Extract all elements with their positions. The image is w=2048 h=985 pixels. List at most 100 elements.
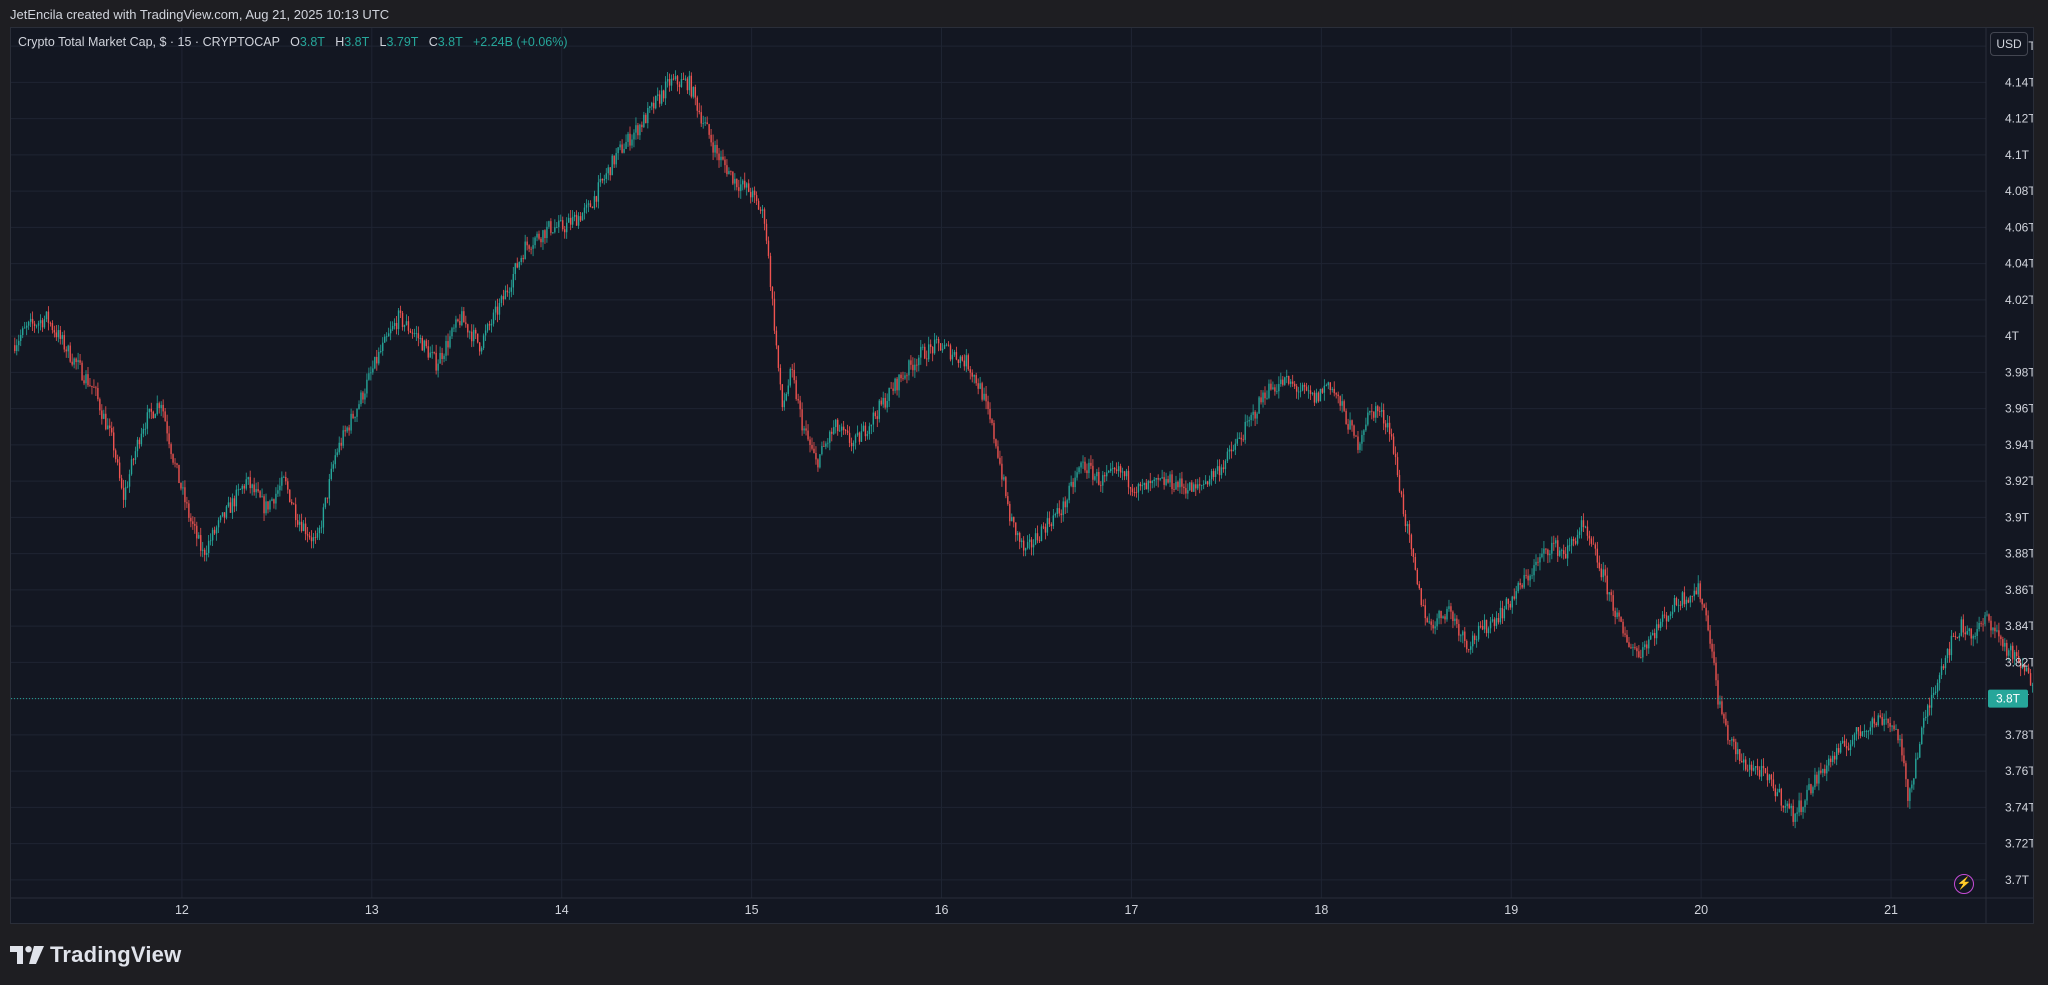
candle-body [1278,383,1280,392]
candle-body [1145,482,1148,490]
candle-body [154,414,156,419]
candle-body [856,432,859,436]
candle-body [1909,788,1911,801]
candle-body [457,319,459,322]
candle-body [255,489,257,493]
candle-body [1315,392,1318,403]
candle-body [755,195,758,201]
candle-body [1038,540,1041,542]
candle-body [1096,471,1098,477]
candle-body [548,221,550,227]
candle-body [1414,556,1417,570]
time-axis[interactable]: 12 13 14 15 16 17 18 19 20 21 [11,897,2033,917]
candle-body [688,75,691,91]
candle-body [1946,648,1949,658]
candle-body [637,125,639,136]
candle-body [1489,621,1492,629]
candle-body [449,336,451,348]
candle-body [322,507,325,528]
candle-body [1199,484,1201,486]
candle-body [1286,376,1288,378]
candle-body [918,357,920,366]
candle-body [370,372,372,374]
candle-body [160,404,162,409]
y-tick-label: 3.74T [2005,800,2033,814]
candle-body [840,426,843,431]
candle-body [1741,760,1743,763]
candle-body [906,375,908,377]
candle-body [57,330,60,338]
candle-body [1553,542,1555,544]
chart-canvas[interactable]: 3.7T 3.72T 3.74T 3.76T 3.78T 3.8T 3.82T 3.84T 3.… [11,28,2033,923]
candle-body [666,79,669,82]
candle-body [1222,467,1225,470]
candle-body [751,190,754,198]
candle-body [1434,626,1436,629]
y-tick-label: 3.7T [2005,873,2030,887]
candle-body [1133,492,1136,493]
candle-body [791,369,793,370]
candle-body [1794,813,1796,822]
candle-body [920,346,922,358]
candle-body [916,364,918,366]
candle-body [714,144,716,153]
currency-button[interactable]: USD [1990,32,2028,56]
candle-body [1382,409,1385,424]
candle-body [184,487,186,503]
candle-body [1026,542,1029,549]
candle-body [1956,636,1959,638]
price-axis[interactable]: 3.7T 3.72T 3.74T 3.76T 3.78T 3.8T 3.82T 3.84T 3.… [1985,28,2033,923]
candle-body [1913,778,1915,785]
candle-body [1024,548,1027,551]
candle-body [409,330,412,333]
candle-body [1068,485,1070,501]
candle-body [1543,548,1545,554]
candle-body [573,214,576,217]
candle-body [1944,657,1947,669]
candle-body [621,144,623,153]
candle-body [1009,504,1011,522]
candle-body [544,230,546,239]
candle-body [1149,480,1151,484]
candle-body [374,356,376,369]
chart-panel[interactable]: 3.7T 3.72T 3.74T 3.76T 3.78T 3.8T 3.82T 3.84T 3.… [10,27,2034,924]
candle-body [1818,770,1820,784]
candle-body [91,385,93,387]
candle-body [862,425,865,432]
candle-body [1369,410,1371,413]
candle-body [831,431,833,434]
candle-body [300,521,303,532]
candle-body [947,344,950,346]
candle-body [603,179,605,181]
candle-body [419,338,422,339]
candle-body [445,341,447,356]
candle-body [1147,480,1149,490]
candle-body [281,477,283,486]
y-tick-label: 3.96T [2005,402,2033,416]
candle-body [1200,485,1203,486]
candle-body [1473,635,1476,640]
candle-body [1766,773,1769,781]
candle-body [860,431,863,442]
candle-body [209,540,212,542]
tradingview-brand[interactable]: TradingView [10,942,181,968]
y-tick-label: 4T [2005,329,2020,343]
candle-body [1276,391,1278,393]
candle-body [1165,479,1167,485]
candle-body [399,310,402,313]
candle-body [852,442,855,447]
candle-body [1456,618,1458,624]
flash-icon[interactable]: ⚡ [1954,874,1974,894]
candle-body [1499,607,1502,623]
candle-body [1163,477,1165,485]
last-price-tag [1988,689,2028,708]
candle-body [961,356,964,361]
candle-body [595,196,598,202]
candle-body [1784,806,1786,808]
candle-body [43,319,46,328]
candle-body [880,400,882,405]
candle-body [1802,807,1804,813]
candle-body [1727,725,1729,741]
y-tick-label: 3.78T [2005,728,2033,742]
candle-body [1863,731,1866,733]
